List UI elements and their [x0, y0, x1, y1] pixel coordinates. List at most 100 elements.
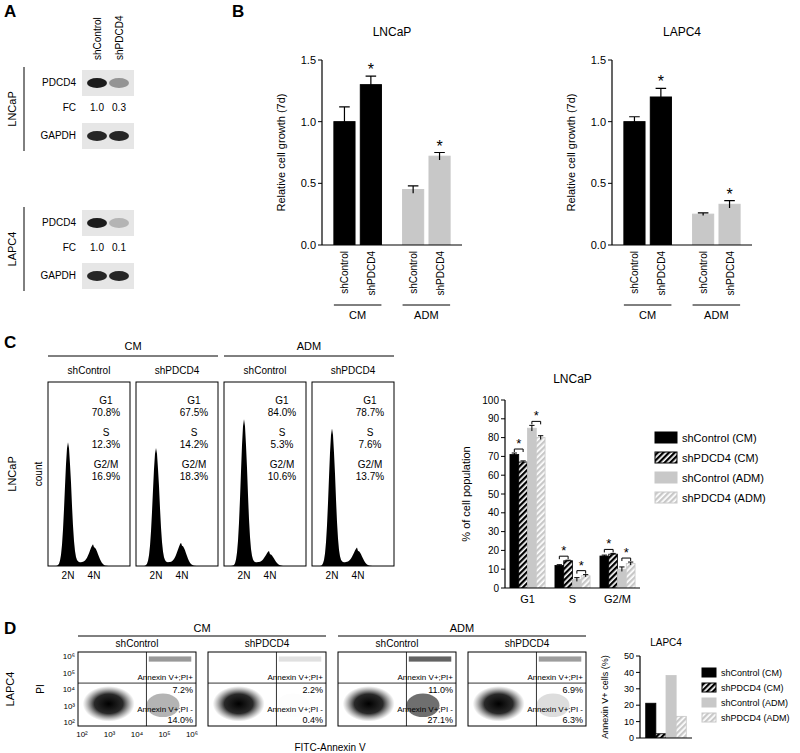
y-tick-label: 40	[624, 668, 634, 678]
x-tick-label: 10⁵	[158, 730, 170, 739]
y-tick-label: 10	[488, 564, 500, 575]
significance-mark: *	[436, 138, 442, 155]
x-tick-label: 4N	[264, 570, 277, 581]
y-tick	[636, 672, 640, 673]
quadrant-label: Annexin V+;PI -	[137, 705, 193, 714]
quadrant-line	[208, 683, 326, 684]
y-tick-label: 90	[488, 413, 500, 424]
band	[87, 78, 107, 88]
phase-percent: 78.7%	[356, 407, 384, 418]
axis-title: PI	[35, 684, 46, 693]
phase-percent: 12.3%	[92, 439, 120, 450]
panel-label: D	[4, 619, 16, 638]
legend-label: shControl (CM)	[682, 432, 757, 444]
bar-chart: LNCaPRelative cell growth (7d)**shContro…	[275, 25, 462, 321]
y-tick	[501, 418, 505, 419]
legend-swatch	[702, 713, 716, 722]
y-tick-label: 10⁵	[63, 669, 75, 678]
phase-percent: 67.5%	[180, 407, 208, 418]
error-bar	[698, 213, 709, 215]
y-tick-label: 100	[482, 395, 499, 406]
bar	[650, 97, 671, 245]
y-tick-label: 10²	[63, 718, 75, 727]
y-tick	[501, 475, 505, 476]
quadrant-percent: 11.0%	[428, 685, 453, 695]
y-tick	[501, 569, 505, 570]
category-label: shPDCD4	[366, 251, 377, 296]
cell-cloud	[213, 686, 265, 722]
error-bar	[408, 186, 419, 193]
quadrant-line	[406, 652, 407, 726]
error-bar	[656, 88, 667, 105]
axis-title: count	[33, 462, 44, 487]
band	[87, 218, 107, 228]
y-tick-label: 0.0	[301, 239, 316, 251]
quadrant-line	[146, 652, 147, 726]
phase-percent: 70.8%	[92, 407, 120, 418]
y-tick-label: 10³	[63, 702, 75, 711]
x-tick-label: 4N	[352, 570, 365, 581]
phase-percent: 7.6%	[359, 439, 382, 450]
bar-chart: LNCaP% of cell population******G1SG2/Msh…	[460, 372, 766, 605]
legend-swatch	[702, 683, 716, 692]
y-tick-label: 0	[629, 733, 634, 743]
sample-label: shControl	[244, 365, 287, 376]
legend-label: shPDCD4 (ADM)	[682, 492, 766, 504]
x-tick-label: 10⁴	[131, 730, 144, 739]
bar	[609, 554, 618, 588]
y-tick	[636, 656, 640, 657]
category-label: G1	[520, 593, 535, 605]
phase-label: S	[103, 427, 110, 438]
legend-swatch	[655, 472, 677, 483]
fc-label: FC	[63, 102, 76, 113]
y-tick	[501, 512, 505, 513]
y-tick-label: 1.0	[301, 116, 316, 128]
bar	[618, 569, 627, 588]
y-tick-label: 10	[624, 717, 634, 727]
significance-mark: *	[606, 536, 611, 551]
chart-title: LNCaP	[553, 372, 592, 386]
group-label: ADM	[704, 309, 728, 321]
y-tick	[501, 531, 505, 532]
bar	[666, 676, 676, 738]
plot-frame	[78, 652, 196, 726]
band	[87, 271, 107, 281]
y-axis	[639, 656, 640, 738]
y-tick-label: 30	[488, 526, 500, 537]
y-tick-label: 60	[488, 470, 500, 481]
legend-label: shControl (ADM)	[682, 472, 764, 484]
x-tick-label: 10³	[104, 730, 116, 739]
phase-label: G1	[187, 395, 201, 406]
group-line	[624, 305, 672, 306]
bar	[624, 122, 645, 245]
error-bar	[574, 578, 579, 582]
y-tick-label: 50	[624, 651, 634, 661]
y-tick	[636, 705, 640, 706]
category-label: shPDCD4	[725, 251, 736, 296]
figure: ABCDshControlshPDCD4LNCaPPDCD4FC1.00.3GA…	[0, 0, 800, 753]
significance-mark: *	[534, 408, 539, 423]
y-tick-label: 1.5	[301, 54, 316, 66]
error-bar	[629, 117, 640, 127]
x-axis	[612, 244, 752, 245]
significance-mark: *	[368, 61, 374, 78]
sample-label: shPDCD4	[245, 638, 290, 649]
bar	[693, 214, 714, 245]
category-label: S	[569, 593, 576, 605]
legend-swatch	[702, 668, 716, 677]
panel-label: C	[4, 333, 16, 352]
error-bar	[557, 565, 562, 567]
axis-title: Relative cell growth (7d)	[565, 94, 577, 212]
cell-cloud	[149, 656, 191, 661]
phase-percent: 18.3%	[180, 471, 208, 482]
histogram	[224, 419, 306, 566]
phase-percent: 84.0%	[268, 407, 296, 418]
plot-frame	[208, 652, 326, 726]
bar	[719, 204, 740, 245]
x-tick-label: 2N	[326, 570, 339, 581]
quadrant-line	[78, 683, 196, 684]
y-tick-label: 0	[493, 583, 499, 594]
plot-frame	[48, 382, 130, 566]
x-tick-label: 10²	[76, 730, 88, 739]
group-label: CM	[349, 309, 366, 321]
